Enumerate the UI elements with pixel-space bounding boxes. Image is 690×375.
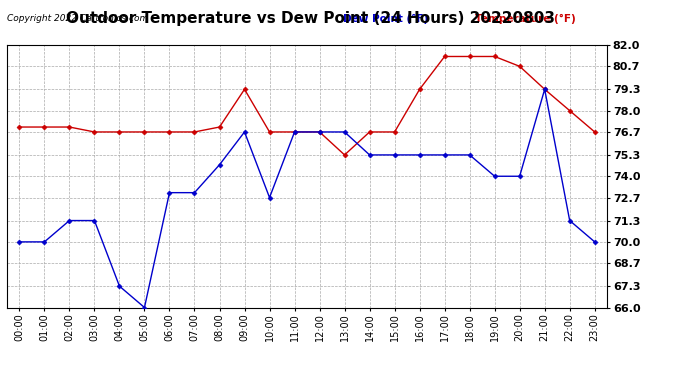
Text: Temperature (°F): Temperature (°F) (475, 13, 576, 24)
Text: Outdoor Temperature vs Dew Point (24 Hours) 20220803: Outdoor Temperature vs Dew Point (24 Hou… (66, 11, 555, 26)
Text: Copyright 2022 Cartronics.com: Copyright 2022 Cartronics.com (7, 13, 148, 22)
Text: Dew Point (°F): Dew Point (°F) (343, 13, 428, 24)
